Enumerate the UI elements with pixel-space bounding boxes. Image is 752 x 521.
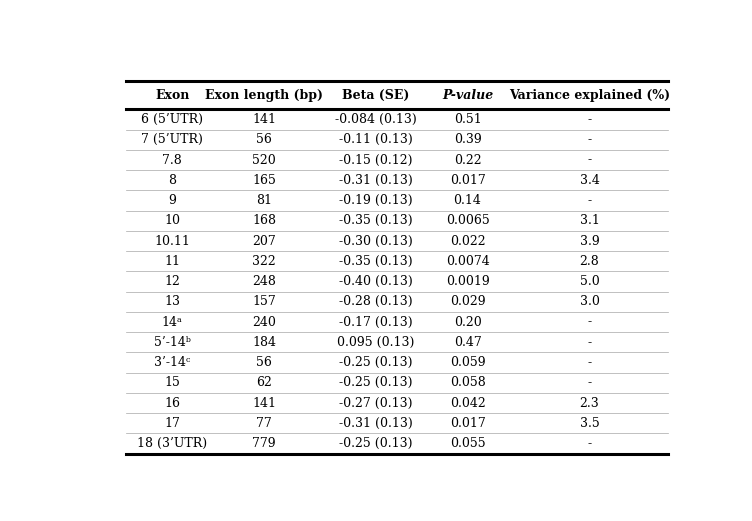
Text: Beta (SE): Beta (SE): [341, 89, 409, 102]
Text: 3.4: 3.4: [580, 174, 599, 187]
Text: 520: 520: [253, 154, 276, 167]
Text: 56: 56: [256, 356, 272, 369]
Text: 184: 184: [252, 336, 276, 349]
Text: 0.22: 0.22: [453, 154, 481, 167]
Text: 0.20: 0.20: [453, 316, 481, 329]
Text: 11: 11: [164, 255, 180, 268]
Text: -0.25 (0.13): -0.25 (0.13): [338, 356, 412, 369]
Text: 0.14: 0.14: [453, 194, 481, 207]
Text: 5’-14ᵇ: 5’-14ᵇ: [153, 336, 190, 349]
Text: -0.27 (0.13): -0.27 (0.13): [338, 396, 412, 410]
Text: 0.0019: 0.0019: [446, 275, 490, 288]
Text: -0.11 (0.13): -0.11 (0.13): [338, 133, 412, 146]
Text: 0.022: 0.022: [450, 234, 485, 247]
Text: 165: 165: [253, 174, 276, 187]
Text: 6 (5’UTR): 6 (5’UTR): [141, 113, 203, 126]
Text: 0.095 (0.13): 0.095 (0.13): [337, 336, 414, 349]
Text: -: -: [587, 154, 592, 167]
Text: -0.35 (0.13): -0.35 (0.13): [338, 255, 412, 268]
Text: 3.9: 3.9: [580, 234, 599, 247]
Text: 3.0: 3.0: [580, 295, 599, 308]
Text: 7 (5’UTR): 7 (5’UTR): [141, 133, 203, 146]
Text: 18 (3’UTR): 18 (3’UTR): [137, 437, 208, 450]
Text: -: -: [587, 133, 592, 146]
Text: 207: 207: [253, 234, 276, 247]
Text: 5.0: 5.0: [580, 275, 599, 288]
Text: 157: 157: [253, 295, 276, 308]
Text: -0.31 (0.13): -0.31 (0.13): [338, 417, 412, 430]
Text: -0.25 (0.13): -0.25 (0.13): [338, 376, 412, 389]
Text: 0.47: 0.47: [453, 336, 481, 349]
Text: Exon: Exon: [155, 89, 190, 102]
Text: -: -: [587, 336, 592, 349]
Text: 168: 168: [252, 214, 276, 227]
Text: 7.8: 7.8: [162, 154, 182, 167]
Text: 62: 62: [256, 376, 272, 389]
Text: 10.11: 10.11: [154, 234, 190, 247]
Text: 77: 77: [256, 417, 272, 430]
Text: 15: 15: [164, 376, 180, 389]
Text: -0.19 (0.13): -0.19 (0.13): [338, 194, 412, 207]
Text: 0.029: 0.029: [450, 295, 485, 308]
Text: 3’-14ᶜ: 3’-14ᶜ: [154, 356, 190, 369]
Text: -: -: [587, 194, 592, 207]
Text: 10: 10: [164, 214, 180, 227]
Text: 0.0065: 0.0065: [446, 214, 490, 227]
Text: 17: 17: [164, 417, 180, 430]
Text: 2.8: 2.8: [580, 255, 599, 268]
Text: 0.017: 0.017: [450, 417, 485, 430]
Text: 141: 141: [252, 396, 276, 410]
Text: 779: 779: [253, 437, 276, 450]
Text: 141: 141: [252, 113, 276, 126]
Text: 8: 8: [168, 174, 176, 187]
Text: 3.1: 3.1: [580, 214, 599, 227]
Text: -0.084 (0.13): -0.084 (0.13): [335, 113, 417, 126]
Text: -0.15 (0.12): -0.15 (0.12): [338, 154, 412, 167]
Text: 16: 16: [164, 396, 180, 410]
Text: -0.30 (0.13): -0.30 (0.13): [338, 234, 412, 247]
Text: 56: 56: [256, 133, 272, 146]
Text: -0.28 (0.13): -0.28 (0.13): [338, 295, 412, 308]
Text: 322: 322: [253, 255, 276, 268]
Text: -: -: [587, 356, 592, 369]
Text: 0.058: 0.058: [450, 376, 485, 389]
Text: 0.39: 0.39: [453, 133, 481, 146]
Text: 248: 248: [253, 275, 276, 288]
Text: -0.31 (0.13): -0.31 (0.13): [338, 174, 412, 187]
Text: -0.17 (0.13): -0.17 (0.13): [338, 316, 412, 329]
Text: -: -: [587, 316, 592, 329]
Text: -0.25 (0.13): -0.25 (0.13): [338, 437, 412, 450]
Text: 12: 12: [164, 275, 180, 288]
Text: 14ᵃ: 14ᵃ: [162, 316, 183, 329]
Text: P-value: P-value: [442, 89, 493, 102]
Text: Variance explained (%): Variance explained (%): [509, 89, 670, 102]
Text: -: -: [587, 113, 592, 126]
Text: -0.40 (0.13): -0.40 (0.13): [338, 275, 412, 288]
Text: -0.35 (0.13): -0.35 (0.13): [338, 214, 412, 227]
Text: 0.51: 0.51: [453, 113, 481, 126]
Text: 3.5: 3.5: [580, 417, 599, 430]
Text: 13: 13: [164, 295, 180, 308]
Text: 0.0074: 0.0074: [446, 255, 490, 268]
Text: 0.055: 0.055: [450, 437, 485, 450]
Text: -: -: [587, 437, 592, 450]
Text: 0.059: 0.059: [450, 356, 485, 369]
Text: 9: 9: [168, 194, 176, 207]
Text: Exon length (bp): Exon length (bp): [205, 89, 323, 102]
Text: 81: 81: [256, 194, 272, 207]
Text: -: -: [587, 376, 592, 389]
Text: 2.3: 2.3: [580, 396, 599, 410]
Text: 0.042: 0.042: [450, 396, 485, 410]
Text: 240: 240: [253, 316, 276, 329]
Text: 0.017: 0.017: [450, 174, 485, 187]
